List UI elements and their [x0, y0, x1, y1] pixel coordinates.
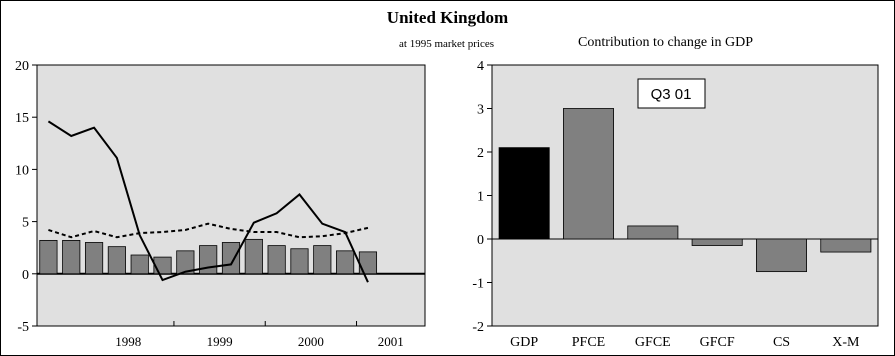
dotted-series-line — [48, 222, 369, 239]
x-tick-label: GFCF — [700, 335, 735, 350]
bar-gfcf — [691, 238, 743, 246]
left-x-axis: 1998 1999 2000 2001 — [115, 321, 404, 349]
y-tick-label: 2 — [477, 146, 484, 161]
bar — [130, 254, 149, 275]
y-tick-label: 0 — [22, 268, 29, 283]
x-tick-label: 1999 — [207, 334, 233, 349]
y-tick-label: 5 — [22, 216, 29, 231]
x-tick-label: X-M — [832, 335, 860, 350]
y-tick-label: 20 — [15, 59, 29, 74]
y-tick-label: -5 — [17, 320, 29, 335]
right-y-axis: -2 -1 0 1 2 3 4 — [472, 59, 878, 335]
bar — [153, 256, 172, 275]
bar-cs — [756, 238, 807, 273]
bar — [62, 239, 81, 275]
x-tick-label: 1998 — [115, 334, 141, 349]
x-tick-label: GFCE — [635, 335, 671, 350]
right-x-axis: GDP PFCE GFCE GFCF CS X-M — [510, 335, 860, 350]
x-tick-label: 2000 — [298, 334, 324, 349]
solid-series-line — [47, 120, 369, 283]
bar — [244, 238, 263, 275]
bar-pfce — [563, 108, 614, 240]
bar — [267, 245, 286, 275]
left-bars — [39, 238, 378, 275]
bar — [290, 248, 309, 275]
right-chart: -2 -1 0 1 2 3 4 GDP PFCE GFCE GFCF CS X-M Q3 01 — [472, 59, 879, 350]
right-bars — [498, 108, 872, 273]
bar-xm — [820, 238, 872, 253]
y-tick-label: -1 — [472, 277, 484, 292]
x-tick-label: 2001 — [378, 334, 404, 349]
bar-gfce — [627, 225, 679, 240]
right-chart-title: Contribution to change in GDP — [578, 35, 753, 50]
x-tick-label: GDP — [510, 335, 538, 350]
page-subtitle: at 1995 market prices — [399, 38, 494, 50]
left-lines — [47, 120, 369, 283]
bar — [221, 242, 241, 275]
page-title: United Kingdom — [386, 8, 509, 27]
annotation-box — [637, 78, 706, 109]
x-tick-label: CS — [773, 335, 790, 350]
quarter-annotation: Q3 01 — [637, 78, 706, 109]
annotation-label: Q3 01 — [651, 86, 692, 103]
bar — [39, 239, 58, 275]
bar — [84, 242, 104, 275]
y-tick-label: -2 — [472, 320, 484, 335]
left-plot-area — [36, 64, 426, 327]
y-tick-label: 4 — [477, 59, 484, 74]
bar — [107, 246, 126, 275]
x-tick-label: PFCE — [572, 335, 605, 350]
bar — [176, 250, 195, 275]
bar — [336, 250, 355, 275]
y-tick-label: 1 — [477, 190, 484, 205]
bar — [313, 245, 332, 275]
y-tick-label: 3 — [477, 103, 484, 118]
y-tick-label: 0 — [477, 233, 484, 248]
y-tick-label: 15 — [15, 111, 29, 126]
left-chart: -5 0 5 10 15 20 1998 1999 2000 2001 — [15, 59, 426, 349]
y-tick-label: 10 — [15, 163, 29, 178]
bar-gdp — [498, 147, 550, 240]
